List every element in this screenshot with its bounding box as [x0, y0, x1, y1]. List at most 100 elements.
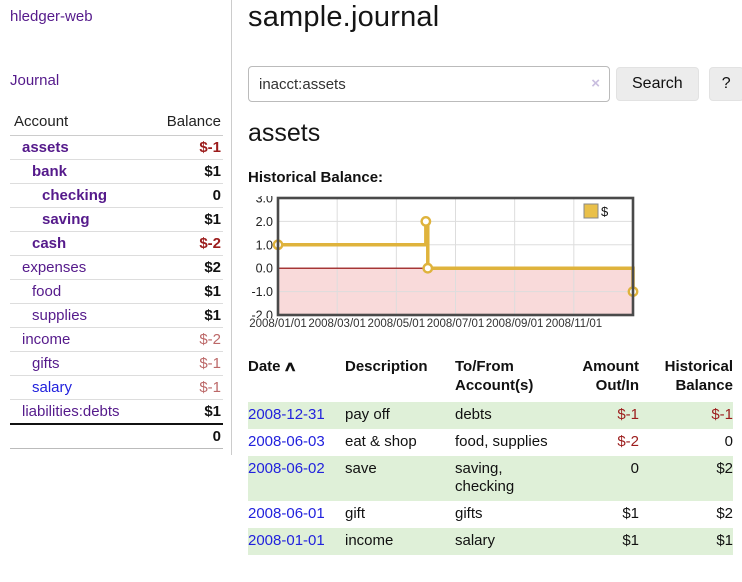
transaction-accounts: salary: [455, 528, 559, 556]
svg-text:-2.0: -2.0: [251, 309, 273, 319]
x-axis-label: 2008/11/01: [545, 318, 603, 330]
account-balance: $2: [204, 259, 221, 276]
chart-heading: Historical Balance:: [248, 169, 384, 186]
account-link[interactable]: salary: [32, 379, 73, 396]
account-link[interactable]: bank: [32, 163, 68, 180]
account-row: checking 0: [10, 183, 223, 208]
historical-balance-chart: $3.0 2.0 1.0 0.0 -1.0 -2.0 2008/01/01 2008/03/…: [248, 196, 668, 334]
account-link[interactable]: saving: [42, 211, 90, 228]
brand-link[interactable]: hledger-web: [10, 8, 93, 25]
account-link[interactable]: checking: [42, 187, 108, 204]
transaction-accounts: debts: [455, 401, 559, 429]
account-balance: $1: [204, 211, 221, 228]
transaction-description: pay off: [345, 401, 455, 429]
transaction-date-link[interactable]: 2008-12-31: [248, 405, 325, 423]
svg-text:2.0: 2.0: [256, 215, 273, 229]
x-axis-label: 2008/03/01: [308, 318, 366, 330]
account-row: cash $-2: [10, 231, 223, 256]
transaction-balance: 0: [724, 432, 733, 450]
transaction-amount: 0: [559, 455, 639, 502]
help-button[interactable]: ?: [708, 67, 742, 101]
x-axis-label: 2008/05/01: [367, 318, 426, 330]
transaction-description: income: [345, 528, 455, 556]
transaction-date-link[interactable]: 2008-01-01: [248, 532, 325, 550]
register-header-to-from-account-s-: To/From Account(s): [455, 358, 534, 394]
account-balance: $-1: [199, 355, 221, 372]
account-row: gifts $-1: [10, 351, 223, 376]
transaction-amount: $-2: [617, 432, 639, 450]
account-row: salary $-1: [10, 375, 223, 400]
main-content: sample.journal × Search ? assets Histori…: [232, 0, 742, 556]
accounts-total-row: 0: [10, 424, 223, 449]
accounts-header-account: Account: [10, 110, 148, 136]
transaction-description: gift: [345, 505, 366, 523]
account-balance: $1: [204, 307, 221, 324]
register-table-body: 2008-12-31 pay off debts $-1 $-1 2008-06…: [248, 401, 733, 556]
svg-text:$: $: [601, 204, 609, 219]
register-header-date[interactable]: Date ∧: [248, 358, 297, 375]
x-axis-label: 2008/09/01: [485, 318, 544, 330]
account-link[interactable]: assets: [22, 139, 69, 156]
account-row: income $-2: [10, 327, 223, 352]
account-row: expenses $2: [10, 255, 223, 280]
transaction-amount: $-1: [559, 401, 639, 429]
register-row: 2008-12-31 pay off debts $-1 $-1: [248, 401, 733, 429]
register-header-description: Description: [345, 358, 428, 375]
register-table: Date ∧ Description To/From Account(s) Amount…: [248, 356, 733, 556]
transaction-accounts: gifts: [455, 505, 483, 523]
accounts-header-row: Account Balance: [10, 110, 223, 136]
x-axis-label: 2008/01/01: [249, 318, 307, 330]
account-row: food $1: [10, 279, 223, 304]
accounts-total-value: 0: [212, 428, 221, 445]
search-input-wrap: ×: [248, 66, 610, 102]
account-link[interactable]: supplies: [32, 307, 88, 324]
search-form: × Search ?: [248, 66, 742, 102]
sidebar: hledger-web Journal Account Balance asse…: [0, 0, 232, 455]
accounts-table: Account Balance assets $-1 bank $1 check…: [10, 110, 223, 449]
transaction-description: save: [345, 455, 455, 502]
transaction-accounts: saving, checking: [455, 455, 559, 502]
account-link[interactable]: cash: [32, 235, 67, 252]
account-link[interactable]: expenses: [22, 259, 87, 276]
transaction-date-link[interactable]: 2008-06-02: [248, 459, 325, 477]
account-row: bank $1: [10, 159, 223, 184]
svg-text:1.0: 1.0: [256, 238, 273, 252]
account-balance: $1: [204, 283, 221, 300]
x-axis-label: 2008/07/01: [426, 318, 485, 330]
sort-ascending-icon[interactable]: ∧: [282, 358, 297, 374]
app-layout: hledger-web Journal Account Balance asse…: [0, 0, 742, 556]
account-row: liabilities:debts $1: [10, 399, 223, 425]
search-input[interactable]: [248, 66, 610, 102]
account-balance: $-1: [199, 139, 221, 156]
page-title: sample.journal: [248, 1, 440, 33]
svg-text:0.0: 0.0: [256, 262, 273, 276]
transaction-balance: $-1: [639, 401, 733, 429]
account-balance: $-1: [199, 379, 221, 396]
register-row: 2008-06-03 eat & shop food, supplies $-2…: [248, 429, 733, 456]
sidebar-item-journal[interactable]: Journal: [10, 72, 60, 89]
chart-x-axis: 2008/01/01 2008/03/01 2008/05/01 2008/07/01…: [248, 318, 668, 334]
account-link[interactable]: liabilities:debts: [22, 403, 120, 420]
search-button[interactable]: Search: [616, 67, 699, 101]
account-link[interactable]: income: [22, 331, 71, 348]
register-header-amount-out-in: Amount Out/In: [582, 358, 639, 394]
accounts-table-body: assets $-1 bank $1 checking 0 saving $1 …: [10, 136, 223, 425]
account-heading: assets: [248, 119, 321, 147]
account-row: saving $1: [10, 207, 223, 232]
register-header-row: Date ∧ Description To/From Account(s) Amount…: [248, 356, 733, 402]
transaction-date-link[interactable]: 2008-06-01: [248, 505, 325, 523]
svg-text:3.0: 3.0: [256, 196, 273, 206]
account-link[interactable]: food: [32, 283, 62, 300]
register-header-historical-balance: Historical Balance: [664, 358, 733, 394]
transaction-balance: $1: [639, 528, 733, 556]
register-row: 2008-06-02 save saving, checking 0 $2: [248, 455, 733, 502]
svg-text:-1.0: -1.0: [251, 285, 273, 299]
transaction-amount: $1: [622, 505, 639, 523]
transaction-date-link[interactable]: 2008-06-03: [248, 432, 325, 450]
account-balance: $-2: [199, 331, 221, 348]
account-link[interactable]: gifts: [32, 355, 60, 372]
register-row: 2008-01-01 income salary $1 $1: [248, 528, 733, 556]
clear-search-icon[interactable]: ×: [591, 75, 600, 92]
register-row: 2008-06-01 gift gifts $1 $2: [248, 501, 733, 528]
account-balance: 0: [212, 187, 221, 204]
